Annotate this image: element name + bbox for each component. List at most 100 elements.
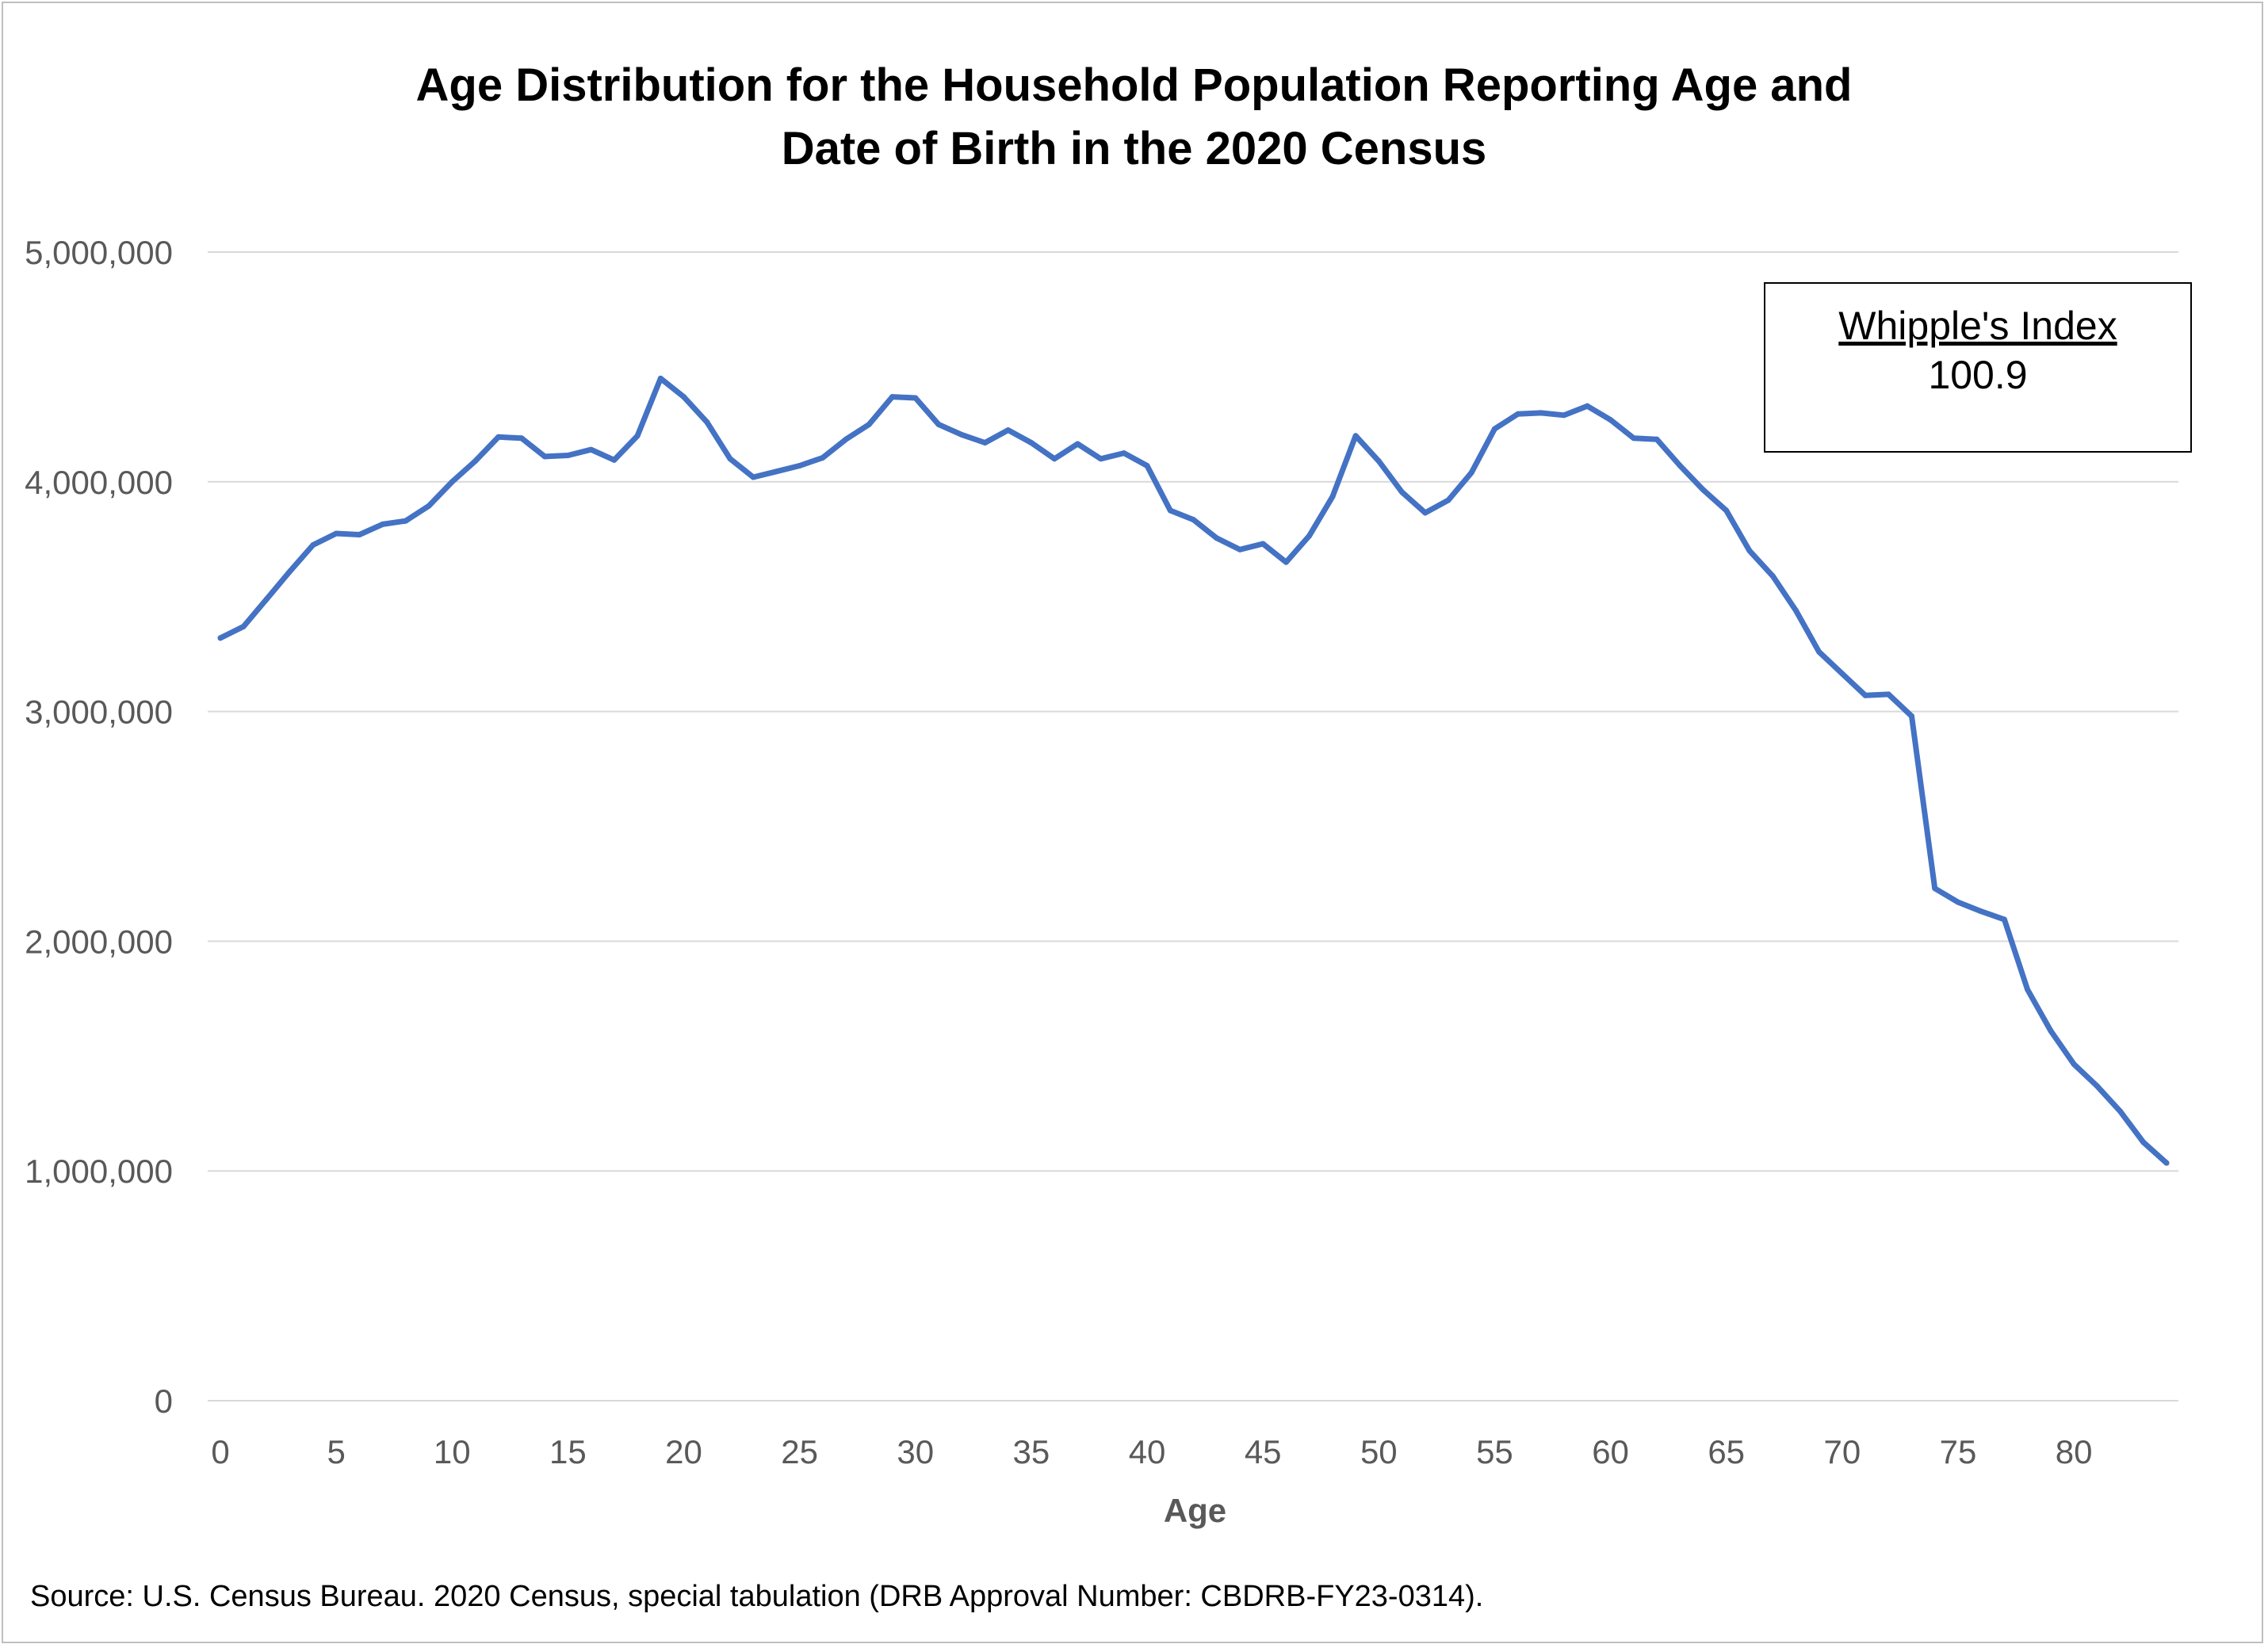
data-point xyxy=(1885,691,1891,698)
data-point xyxy=(1584,403,1590,409)
data-point xyxy=(1237,546,1243,553)
whipple-index-title: Whipple's Index xyxy=(1838,304,2117,348)
y-tick-label: 2,000,000 xyxy=(25,923,173,960)
x-tick-label: 35 xyxy=(1013,1433,1050,1470)
x-axis-ticks: 0 5 10 15 20 25 30 35 40 45 50 55 60 65 70 75 80 xyxy=(211,1433,2092,1470)
data-point xyxy=(750,474,756,480)
data-point xyxy=(1352,433,1359,439)
data-point xyxy=(797,463,803,468)
data-point xyxy=(2094,1083,2100,1089)
chart-title-line-1: Age Distribution for the Household Popul… xyxy=(415,59,1853,111)
x-tick-label: 40 xyxy=(1129,1433,1166,1470)
data-point xyxy=(681,394,687,400)
data-point xyxy=(1932,885,1938,892)
data-point xyxy=(634,433,641,439)
y-tick-label: 3,000,000 xyxy=(25,694,173,731)
x-tick-label: 20 xyxy=(665,1433,702,1470)
data-point xyxy=(264,596,270,602)
x-tick-label: 45 xyxy=(1245,1433,1282,1470)
x-tick-label: 50 xyxy=(1360,1433,1398,1470)
x-axis-label: Age xyxy=(1164,1492,1226,1529)
data-point xyxy=(2048,1027,2054,1034)
x-tick-label: 0 xyxy=(211,1433,229,1470)
data-point xyxy=(1005,427,1012,434)
data-point xyxy=(1654,436,1660,442)
data-point xyxy=(1746,548,1753,554)
data-point xyxy=(1561,412,1567,419)
data-point xyxy=(1306,533,1313,539)
data-point xyxy=(2025,986,2031,992)
data-point xyxy=(1028,440,1035,445)
data-point xyxy=(333,530,339,537)
data-point xyxy=(1422,510,1428,516)
data-point xyxy=(1491,426,1497,432)
data-point xyxy=(611,457,618,463)
data-point xyxy=(1121,450,1127,457)
data-point xyxy=(1909,713,1914,719)
data-point xyxy=(866,421,872,427)
data-point xyxy=(1723,507,1730,514)
x-tick-label: 5 xyxy=(327,1433,345,1470)
x-tick-label: 10 xyxy=(434,1433,471,1470)
data-point xyxy=(982,440,988,445)
data-point xyxy=(1538,410,1544,416)
data-point xyxy=(380,521,386,527)
data-point xyxy=(1468,469,1474,476)
data-point xyxy=(773,468,779,475)
data-point xyxy=(564,453,571,458)
data-point xyxy=(588,446,595,453)
data-point xyxy=(472,458,478,465)
data-point xyxy=(1074,441,1080,447)
data-point xyxy=(1329,494,1336,500)
x-tick-label: 25 xyxy=(781,1433,818,1470)
data-point xyxy=(2001,916,2007,923)
data-point xyxy=(1515,411,1521,417)
data-point xyxy=(1677,463,1683,468)
y-tick-label: 4,000,000 xyxy=(25,464,173,501)
data-point xyxy=(541,453,548,460)
data-point xyxy=(1375,458,1382,465)
data-point xyxy=(1792,607,1799,614)
data-point xyxy=(1769,573,1776,579)
whipple-index-value: 100.9 xyxy=(1928,353,2028,397)
y-tick-label: 1,000,000 xyxy=(25,1153,173,1190)
data-point xyxy=(518,435,525,442)
data-point xyxy=(356,532,362,537)
source-note: Source: U.S. Census Bureau. 2020 Census,… xyxy=(30,1580,1484,1613)
data-point xyxy=(1631,435,1637,442)
data-point xyxy=(1214,535,1220,541)
data-point xyxy=(426,503,432,509)
data-point xyxy=(843,436,849,442)
data-point xyxy=(495,434,502,440)
series-line xyxy=(217,375,2170,1166)
data-point xyxy=(287,568,293,575)
data-point xyxy=(657,375,664,381)
series-layer xyxy=(217,375,2170,1166)
data-point xyxy=(310,542,316,548)
y-tick-label: 0 xyxy=(155,1382,173,1420)
data-point xyxy=(449,479,455,485)
data-point xyxy=(1955,899,1961,905)
data-point xyxy=(1051,456,1058,462)
data-point xyxy=(958,431,965,438)
data-point xyxy=(1144,463,1150,468)
data-point xyxy=(1839,671,1845,677)
x-tick-label: 80 xyxy=(2056,1433,2093,1470)
gridlines xyxy=(208,251,2178,1401)
x-tick-label: 60 xyxy=(1592,1433,1629,1470)
x-tick-label: 15 xyxy=(549,1433,587,1470)
data-point xyxy=(1445,497,1451,503)
x-tick-label: 30 xyxy=(897,1433,934,1470)
whipple-index-box: Whipple's Index 100.9 xyxy=(1764,282,2192,453)
data-point xyxy=(1399,489,1405,495)
data-point xyxy=(2071,1061,2077,1067)
data-point xyxy=(820,454,826,461)
data-point xyxy=(1978,908,1984,915)
data-point xyxy=(1608,417,1614,423)
data-point xyxy=(704,419,710,425)
data-point xyxy=(2163,1160,2170,1166)
chart-title-line-2: Date of Birth in the 2020 Census xyxy=(781,123,1487,174)
data-point xyxy=(1700,487,1706,493)
